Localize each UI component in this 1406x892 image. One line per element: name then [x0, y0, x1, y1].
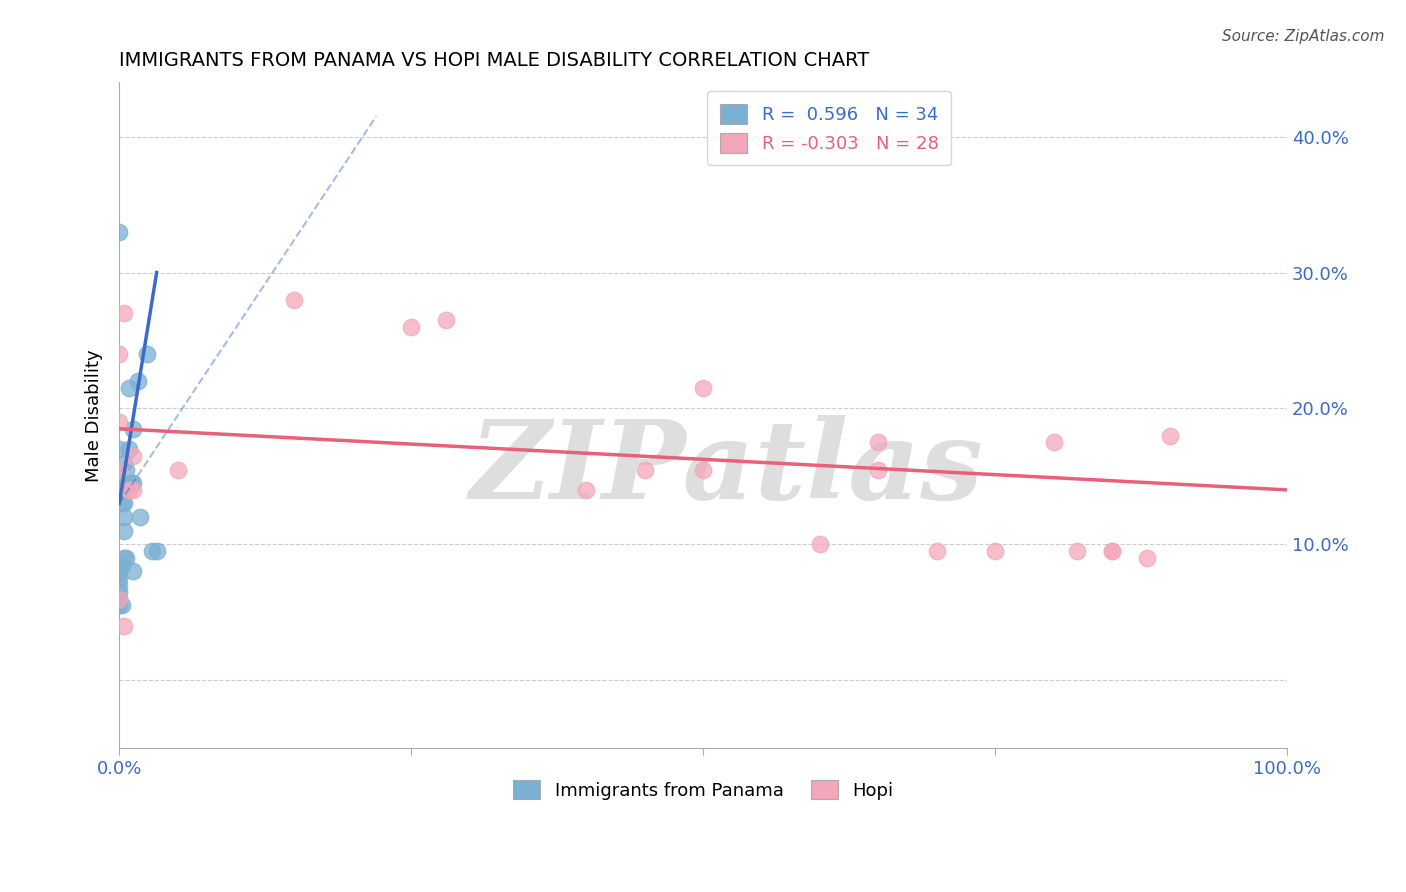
Point [634, 462, 657, 476]
Point [122, 449, 145, 463]
Point [808, 537, 831, 551]
Point [112, 550, 135, 565]
Point [108, 599, 131, 613]
Point [108, 584, 131, 599]
Point [399, 319, 422, 334]
Point [984, 544, 1007, 558]
Point [283, 293, 305, 307]
Point [110, 496, 132, 510]
Point [1136, 550, 1159, 565]
Point [120, 476, 142, 491]
Point [115, 550, 138, 565]
Point [110, 558, 132, 572]
Point [110, 599, 132, 613]
Point [434, 313, 457, 327]
Y-axis label: Male Disability: Male Disability [86, 349, 103, 482]
Point [112, 456, 135, 470]
Text: ZIPatlas: ZIPatlas [470, 415, 983, 522]
Point [108, 591, 131, 606]
Point [868, 462, 890, 476]
Point [136, 347, 159, 361]
Point [141, 544, 163, 558]
Point [868, 435, 890, 450]
Point [117, 483, 139, 497]
Point [108, 571, 131, 585]
Point [112, 306, 135, 320]
Point [1042, 435, 1064, 450]
Point [122, 565, 145, 579]
Point [122, 483, 145, 497]
Point [110, 476, 132, 491]
Point [108, 591, 131, 606]
Point [1066, 544, 1088, 558]
Point [575, 483, 598, 497]
Point [112, 619, 135, 633]
Point [108, 225, 131, 239]
Point [117, 442, 139, 457]
Point [1101, 544, 1123, 558]
Point [122, 476, 145, 491]
Point [692, 381, 714, 395]
Legend: Immigrants from Panama, Hopi: Immigrants from Panama, Hopi [501, 767, 905, 813]
Point [129, 510, 152, 524]
Point [115, 462, 138, 476]
Point [108, 415, 131, 429]
Point [122, 422, 145, 436]
Point [145, 544, 167, 558]
Point [108, 442, 131, 457]
Text: IMMIGRANTS FROM PANAMA VS HOPI MALE DISABILITY CORRELATION CHART: IMMIGRANTS FROM PANAMA VS HOPI MALE DISA… [120, 51, 869, 70]
Point [127, 374, 149, 388]
Point [108, 565, 131, 579]
Point [112, 510, 135, 524]
Point [108, 578, 131, 592]
Point [108, 462, 131, 476]
Point [108, 462, 131, 476]
Point [117, 381, 139, 395]
Point [112, 476, 135, 491]
Point [925, 544, 948, 558]
Point [166, 462, 188, 476]
Point [108, 565, 131, 579]
Text: Source: ZipAtlas.com: Source: ZipAtlas.com [1222, 29, 1385, 44]
Point [692, 462, 714, 476]
Point [112, 496, 135, 510]
Point [1159, 428, 1181, 442]
Point [112, 524, 135, 538]
Point [108, 347, 131, 361]
Point [1101, 544, 1123, 558]
Point [110, 483, 132, 497]
